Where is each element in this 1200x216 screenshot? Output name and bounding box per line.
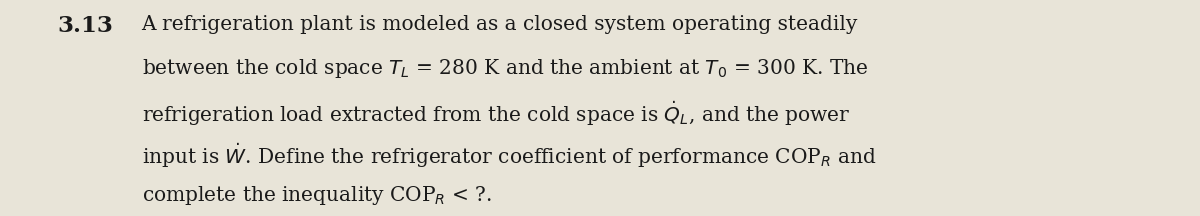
- Text: complete the inequality COP$_R$ < ?.: complete the inequality COP$_R$ < ?.: [142, 184, 492, 206]
- Text: between the cold space $T_L$ = 280 K and the ambient at $T_0$ = 300 K. The: between the cold space $T_L$ = 280 K and…: [142, 57, 868, 80]
- Text: 3.13: 3.13: [58, 15, 114, 37]
- Text: A refrigeration plant is modeled as a closed system operating steadily: A refrigeration plant is modeled as a cl…: [142, 15, 858, 34]
- Text: input is $\dot{W}$. Define the refrigerator coefficient of performance COP$_R$ a: input is $\dot{W}$. Define the refrigera…: [142, 141, 876, 170]
- Text: refrigeration load extracted from the cold space is $\dot{Q}_L$, and the power: refrigeration load extracted from the co…: [142, 99, 850, 128]
